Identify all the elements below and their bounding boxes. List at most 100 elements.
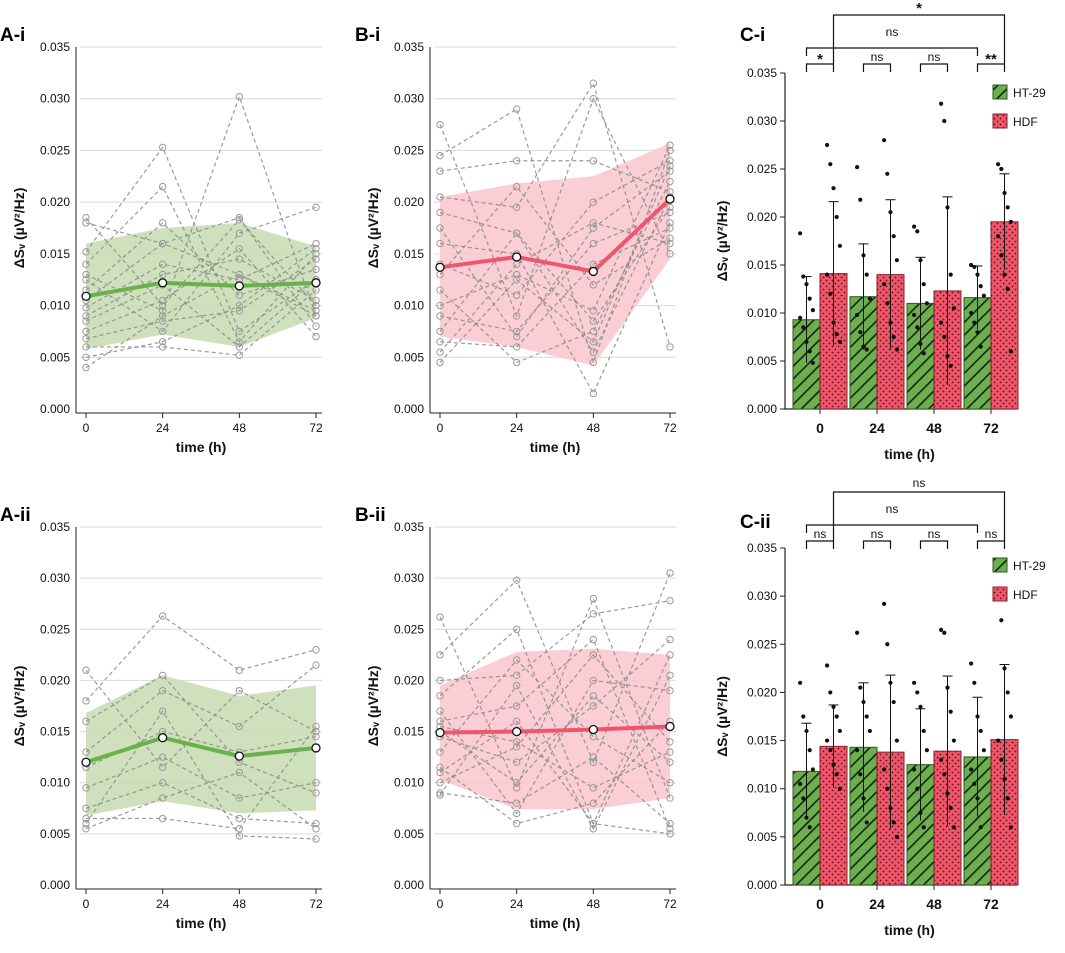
individual-point — [82, 303, 90, 312]
individual-line — [439, 160, 671, 296]
data-point — [924, 301, 930, 306]
individual-point — [235, 229, 244, 237]
x-tick-label: 72 — [309, 421, 323, 435]
individual-point — [158, 779, 167, 787]
data-point — [996, 162, 1001, 167]
bar-hdf-72 — [990, 589, 1019, 886]
individual-line — [85, 615, 317, 702]
data-point — [855, 630, 860, 635]
individual-point — [312, 732, 320, 741]
y-axis-label: ΔSᵥ (µV²/Hz) — [11, 666, 27, 747]
individual-point — [589, 358, 598, 367]
individual-line — [85, 216, 317, 327]
data-point — [825, 738, 830, 743]
individual-trace — [436, 208, 674, 336]
individual-point — [589, 758, 598, 766]
y-tick-label: 0.000 — [40, 878, 70, 892]
data-point — [1008, 349, 1014, 354]
individual-point — [436, 120, 444, 129]
individual-point — [158, 307, 167, 315]
panel-a-i: A-i 0.000 0.005 0.010 0.015 0.020 0.025 0.030 0.… — [0, 25, 323, 455]
significance-bracket: ns — [976, 527, 1006, 549]
individual-point — [82, 825, 90, 833]
data-point — [894, 347, 900, 352]
individual-point — [666, 343, 674, 351]
x-tick-label: 0 — [816, 896, 824, 912]
individual-point — [436, 717, 444, 726]
significance-label: ns — [871, 50, 884, 64]
individual-trace — [82, 182, 320, 346]
individual-point — [666, 203, 674, 212]
mean-point — [665, 194, 675, 204]
significance-label: ** — [985, 51, 997, 68]
individual-point — [82, 804, 90, 812]
y-tick-label: 0.000 — [394, 402, 424, 416]
data-point — [972, 680, 977, 685]
individual-point — [589, 819, 598, 828]
individual-point — [666, 239, 674, 248]
individual-trace — [436, 219, 674, 356]
data-point — [810, 767, 816, 772]
individual-point — [436, 768, 444, 777]
y-axis-label: ΔSᵥ (µV²/Hz) — [365, 666, 381, 747]
y-tick-label: 0.005 — [747, 354, 777, 368]
individual-point — [158, 327, 167, 336]
individual-point — [82, 784, 90, 792]
y-tick-label: 0.035 — [394, 520, 424, 534]
data-point — [807, 296, 812, 301]
significance-label: ns — [886, 502, 899, 516]
bar-ht-29-72 — [963, 661, 992, 886]
individual-point — [512, 105, 521, 113]
significance-bracket: ns — [805, 527, 835, 549]
individual-trace — [436, 162, 674, 367]
data-point — [945, 791, 950, 796]
individual-line — [439, 720, 671, 825]
data-point — [978, 825, 983, 830]
data-point — [888, 680, 893, 685]
individual-point — [82, 270, 90, 279]
individual-point — [512, 276, 521, 284]
individual-trace — [436, 635, 674, 833]
individual-line — [85, 669, 317, 769]
data-point — [801, 714, 806, 719]
y-tick-label: 0.010 — [394, 776, 424, 790]
data-point — [912, 312, 917, 318]
data-point — [942, 334, 947, 340]
individual-point — [235, 832, 244, 840]
individual-line — [439, 181, 671, 364]
individual-point — [82, 312, 90, 320]
bracket-line — [805, 47, 979, 56]
data-point — [837, 786, 843, 791]
individual-point — [312, 779, 320, 787]
legend-swatch — [992, 586, 1008, 602]
individual-point — [512, 182, 521, 191]
individual-line — [439, 81, 671, 348]
individual-point — [235, 794, 244, 802]
individual-line — [439, 628, 671, 826]
data-point — [969, 767, 974, 772]
individual-point — [589, 317, 598, 325]
y-tick-label: 0.025 — [40, 622, 70, 636]
individual-point — [312, 722, 320, 731]
x-tick-label: 48 — [926, 420, 942, 436]
significance-bracket: ns — [919, 50, 949, 72]
individual-line — [439, 572, 671, 764]
individual-trace — [436, 635, 674, 766]
mean-point — [512, 252, 522, 262]
individual-point — [589, 157, 598, 165]
individual-line — [85, 258, 317, 317]
mean-point — [234, 281, 244, 291]
individual-point — [235, 244, 244, 253]
bar-hdf-0 — [819, 663, 848, 886]
individual-line — [439, 600, 671, 682]
individual-point — [235, 351, 244, 359]
individual-point — [235, 270, 244, 279]
individual-trace — [436, 79, 674, 351]
significance-label: ns — [985, 527, 998, 541]
individual-point — [436, 692, 444, 700]
mean-point — [81, 757, 91, 767]
x-tick-label: 24 — [156, 421, 170, 435]
data-point — [891, 699, 896, 705]
data-point — [831, 186, 836, 191]
individual-point — [82, 814, 90, 823]
